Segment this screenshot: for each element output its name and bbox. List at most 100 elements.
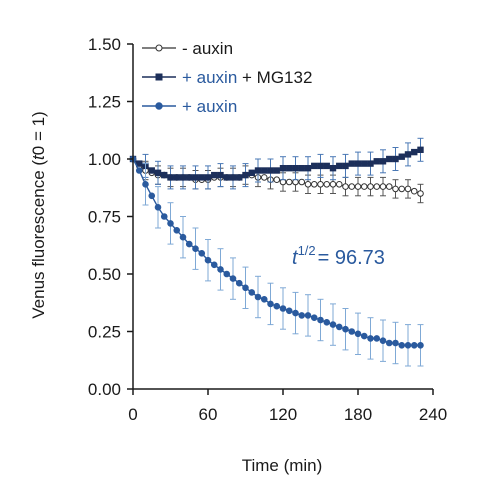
data-point bbox=[404, 341, 412, 349]
data-point bbox=[167, 174, 174, 181]
data-point bbox=[373, 335, 381, 342]
data-point bbox=[379, 158, 387, 165]
data-point bbox=[304, 164, 312, 172]
data-point bbox=[354, 330, 362, 338]
series-plus-auxin bbox=[129, 155, 424, 367]
data-point bbox=[242, 171, 249, 179]
x-tick-label: 120 bbox=[269, 405, 297, 424]
data-point bbox=[260, 295, 268, 303]
data-point bbox=[292, 164, 299, 172]
data-point bbox=[317, 162, 324, 170]
data-point bbox=[398, 153, 405, 160]
data-point bbox=[142, 181, 149, 188]
legend-label-part: - auxin bbox=[182, 39, 233, 58]
data-point bbox=[286, 164, 293, 172]
data-point bbox=[267, 300, 274, 308]
data-point bbox=[323, 162, 330, 170]
data-point bbox=[323, 181, 331, 188]
data-point bbox=[336, 162, 343, 170]
y-axis-title: Venus fluorescence (t0 = 1) bbox=[29, 111, 48, 318]
data-point bbox=[192, 245, 199, 252]
data-point bbox=[154, 204, 162, 211]
data-point bbox=[154, 169, 162, 176]
data-point bbox=[179, 174, 187, 181]
y-axis-title-italic-t: t bbox=[29, 154, 48, 160]
data-point bbox=[273, 167, 280, 174]
half-life-annotation: t1/2 = 96.73 bbox=[292, 243, 385, 269]
data-point bbox=[348, 328, 356, 335]
data-point bbox=[392, 185, 399, 193]
data-point bbox=[385, 183, 393, 190]
data-point bbox=[260, 174, 268, 181]
data-point bbox=[173, 227, 181, 234]
y-tick-label: 1.25 bbox=[88, 93, 121, 112]
legend-label-part: + MG132 bbox=[237, 68, 312, 87]
data-point bbox=[335, 323, 343, 331]
y-tick-label: 0.50 bbox=[88, 265, 121, 284]
data-point bbox=[348, 160, 355, 167]
data-point bbox=[317, 181, 324, 188]
data-point bbox=[198, 250, 206, 257]
data-point bbox=[417, 341, 424, 349]
data-point bbox=[236, 174, 243, 181]
data-point bbox=[167, 220, 174, 227]
data-point bbox=[410, 187, 418, 195]
data-point bbox=[373, 183, 381, 190]
data-point bbox=[398, 185, 406, 193]
data-point bbox=[298, 178, 306, 186]
data-point bbox=[229, 275, 237, 282]
data-point bbox=[204, 256, 212, 264]
data-point bbox=[217, 266, 224, 273]
data-point bbox=[360, 332, 368, 340]
data-point bbox=[404, 185, 412, 193]
x-tick-label: 240 bbox=[419, 405, 447, 424]
plot-area bbox=[129, 137, 424, 367]
data-point bbox=[392, 339, 399, 347]
data-point bbox=[410, 341, 418, 349]
half-life-superscript: 1/2 bbox=[298, 243, 316, 258]
data-point bbox=[273, 302, 281, 310]
data-point bbox=[292, 309, 299, 317]
data-point bbox=[360, 183, 368, 190]
data-point bbox=[417, 190, 424, 197]
x-tick-label: 180 bbox=[344, 405, 372, 424]
data-point bbox=[161, 171, 168, 179]
data-point bbox=[386, 155, 393, 163]
data-point bbox=[342, 183, 349, 190]
data-point bbox=[304, 181, 312, 188]
y-tick-label: 0.00 bbox=[88, 380, 121, 399]
data-point bbox=[261, 167, 268, 174]
data-point bbox=[135, 167, 143, 174]
data-point bbox=[342, 325, 349, 333]
data-point bbox=[298, 312, 306, 319]
data-point bbox=[379, 337, 387, 345]
data-point bbox=[385, 339, 393, 347]
legend-entry-plus-auxin: + auxin bbox=[142, 97, 237, 116]
data-point bbox=[185, 240, 193, 248]
data-point bbox=[223, 174, 230, 181]
legend-marker bbox=[155, 44, 163, 52]
data-point bbox=[223, 270, 231, 278]
legend-label: + auxin + MG132 bbox=[182, 68, 312, 87]
data-point bbox=[210, 261, 218, 269]
data-point bbox=[373, 158, 380, 165]
data-point bbox=[417, 146, 424, 153]
data-point bbox=[148, 192, 156, 200]
y-tick-label: 1.00 bbox=[88, 150, 121, 169]
data-point bbox=[379, 183, 387, 190]
legend-marker bbox=[155, 102, 163, 110]
data-point bbox=[148, 167, 155, 174]
data-point bbox=[285, 178, 293, 186]
data-point bbox=[367, 335, 374, 342]
data-point bbox=[179, 233, 187, 241]
data-point bbox=[329, 164, 337, 172]
axes: 0.00 0.25 0.50 0.75 1.00 1.25 1.50 0 60 120 180 240 bbox=[88, 35, 447, 424]
data-point bbox=[398, 341, 406, 349]
data-point bbox=[317, 316, 324, 324]
y-axis-title-part2: 0 = 1) bbox=[29, 111, 48, 155]
data-point bbox=[279, 164, 287, 172]
legend-entry-auxin-mg132: + auxin + MG132 bbox=[142, 68, 312, 87]
data-point bbox=[254, 167, 262, 174]
data-point bbox=[311, 162, 318, 170]
